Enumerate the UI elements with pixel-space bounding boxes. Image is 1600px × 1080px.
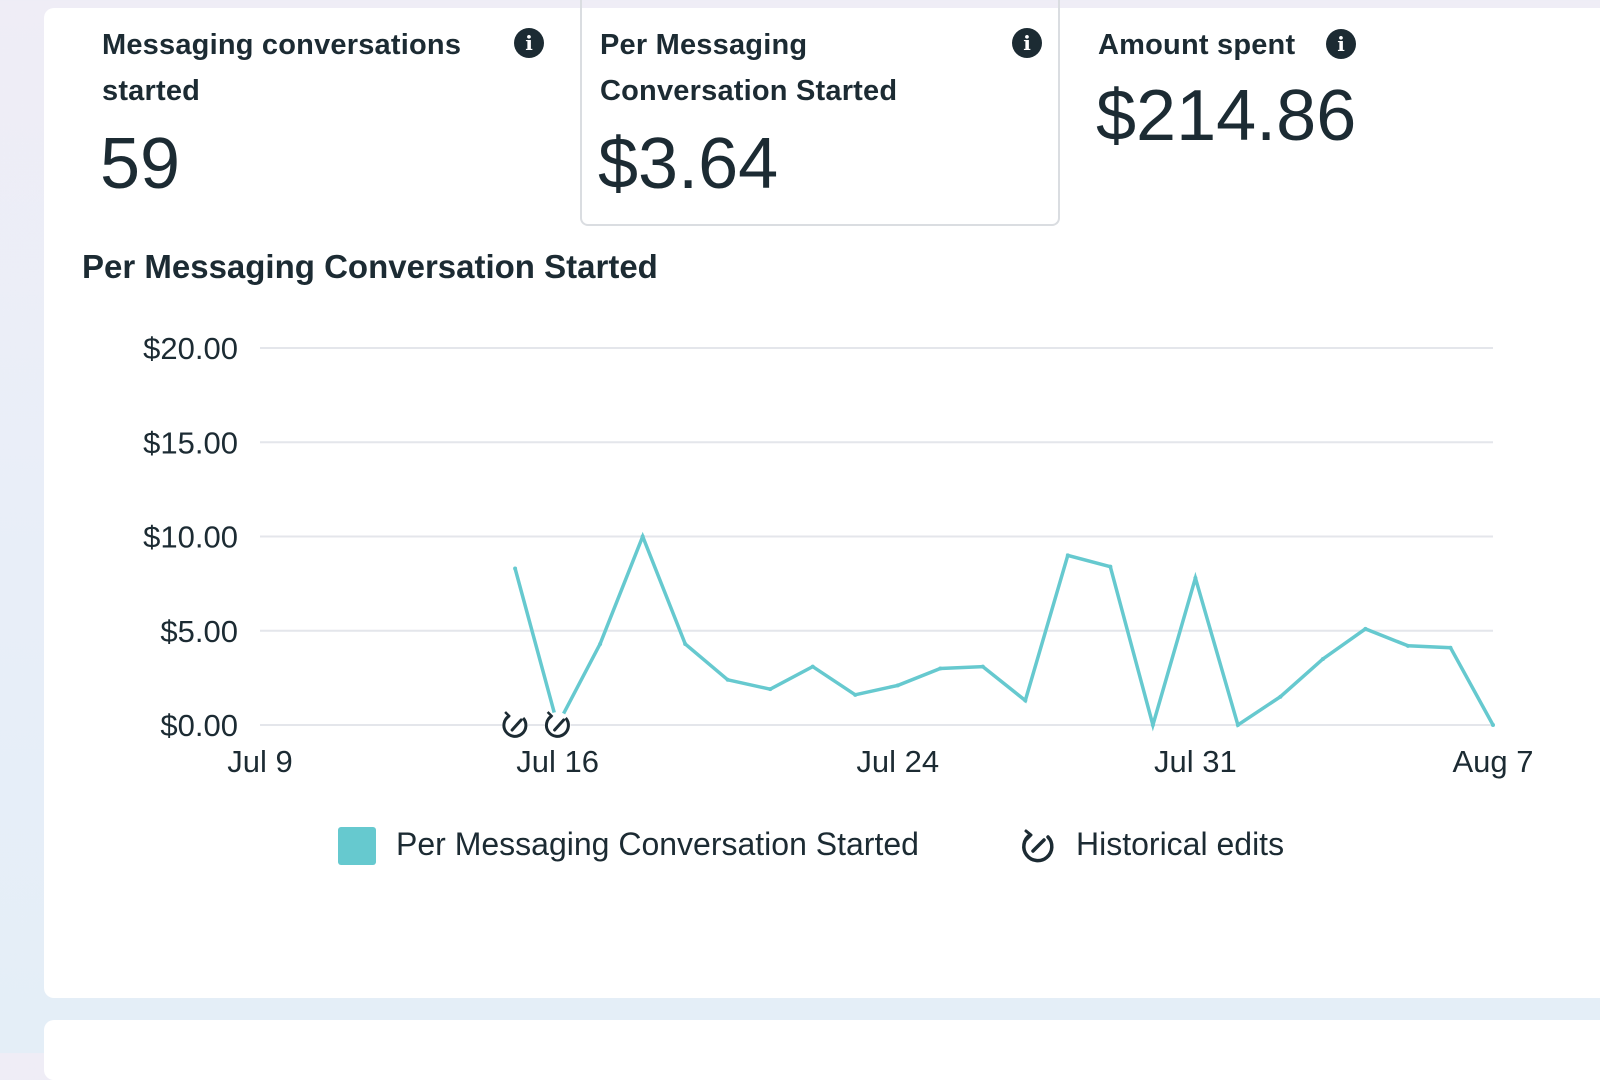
y-tick-label: $15.00: [143, 425, 238, 460]
data-point: [1193, 575, 1198, 580]
metric-label: Per Messaging Conversation Started: [600, 29, 898, 107]
data-point: [1023, 698, 1028, 703]
data-point: [725, 677, 730, 682]
data-point: [1235, 723, 1240, 727]
y-tick-label: $20.00: [143, 331, 238, 366]
data-point: [1405, 643, 1410, 648]
data-point: [640, 534, 645, 539]
y-tick-label: $5.00: [160, 614, 238, 649]
metric-amount-spent[interactable]: Amount spent i $214.86: [1080, 0, 1560, 218]
metric-label: Messaging conversations started: [102, 29, 462, 107]
insights-card: [44, 8, 1600, 998]
y-tick-label: $0.00: [160, 708, 238, 743]
data-point: [1278, 694, 1283, 699]
x-tick-label: Aug 7: [1452, 744, 1533, 779]
data-point: [1448, 645, 1453, 650]
data-point: [895, 683, 900, 688]
info-icon[interactable]: i: [514, 28, 544, 58]
metric-value: 59: [100, 124, 181, 204]
metric-value: $3.64: [598, 124, 779, 204]
data-point: [683, 641, 688, 646]
data-point: [598, 641, 603, 646]
series-line: [513, 531, 1495, 732]
data-point: [810, 664, 815, 669]
info-icon[interactable]: i: [1326, 29, 1356, 59]
legend-swatch: [338, 827, 376, 865]
data-point: [1491, 723, 1495, 727]
metric-label: Amount spent: [1098, 29, 1296, 61]
data-point: [1150, 723, 1155, 727]
data-point: [853, 692, 858, 697]
historical-edit-marker[interactable]: [544, 711, 571, 738]
chart-title: Per Messaging Conversation Started: [82, 248, 658, 285]
data-point: [1363, 626, 1368, 631]
data-point: [938, 666, 943, 671]
info-icon[interactable]: i: [1012, 28, 1042, 58]
history-edit-icon: [1022, 829, 1054, 863]
metric-conversations-started[interactable]: Messaging conversations started i 59: [82, 0, 562, 218]
historical-edit-marker[interactable]: [502, 711, 529, 738]
legend-item-series[interactable]: Per Messaging Conversation Started: [338, 822, 958, 872]
x-tick-label: Jul 9: [227, 744, 292, 779]
legend-label: Per Messaging Conversation Started: [396, 826, 919, 862]
x-tick-label: Jul 24: [856, 744, 939, 779]
data-point: [513, 566, 518, 571]
x-tick-label: Jul 31: [1154, 744, 1237, 779]
line-chart: $0.00 $5.00 $10.00 $15.00 $20.00 Jul 9 Jul 16 J…: [143, 331, 1533, 779]
legend-label: Historical edits: [1076, 826, 1285, 862]
y-tick-label: $10.00: [143, 520, 238, 555]
data-point: [1320, 657, 1325, 662]
data-point: [980, 664, 985, 669]
data-point: [1108, 564, 1113, 569]
metric-value: $214.86: [1096, 76, 1357, 156]
x-tick-label: Jul 16: [516, 744, 599, 779]
metric-cost-per-conversation[interactable]: Per Messaging Conversation Started i $3.…: [580, 0, 1060, 226]
data-point: [768, 687, 773, 692]
data-point: [1065, 553, 1070, 558]
legend-item-historical-edits[interactable]: Historical edits: [1018, 822, 1318, 872]
